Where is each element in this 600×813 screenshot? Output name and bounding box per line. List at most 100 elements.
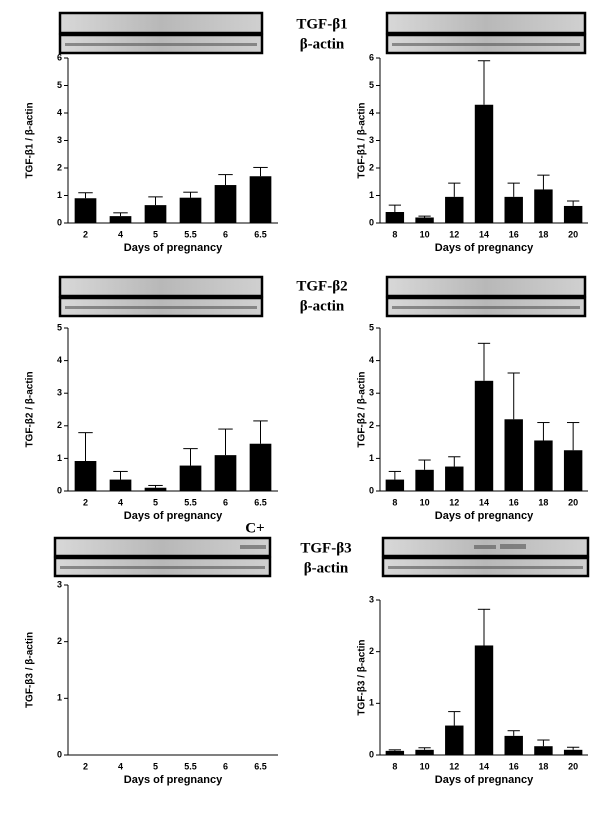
y-tick-label: 5 bbox=[369, 322, 374, 332]
y-tick-label: 0 bbox=[369, 749, 374, 759]
x-tick-label: 18 bbox=[538, 229, 548, 239]
bar bbox=[563, 450, 583, 491]
band bbox=[388, 566, 583, 569]
bar bbox=[504, 735, 523, 755]
y-tick-label: 2 bbox=[57, 420, 62, 430]
y-tick-label: 4 bbox=[369, 107, 374, 117]
x-tick-label: 14 bbox=[479, 761, 489, 771]
y-tick-label: 1 bbox=[57, 693, 62, 703]
x-tick-label: 5.5 bbox=[184, 229, 197, 239]
bar bbox=[179, 197, 202, 223]
x-tick-label: 10 bbox=[420, 761, 430, 771]
blot-label: β-actin bbox=[304, 560, 349, 576]
y-tick-label: 0 bbox=[57, 749, 62, 759]
y-tick-label: 6 bbox=[369, 52, 374, 62]
y-axis-label: TGF-β3 / β-actin bbox=[25, 632, 36, 708]
bar bbox=[214, 455, 237, 491]
x-tick-label: 16 bbox=[509, 229, 519, 239]
y-tick-label: 3 bbox=[369, 594, 374, 604]
y-tick-label: 1 bbox=[57, 453, 62, 463]
bar bbox=[504, 196, 523, 223]
x-axis-label: Days of pregnancy bbox=[124, 242, 223, 254]
band bbox=[65, 43, 257, 46]
bar bbox=[415, 217, 434, 223]
x-axis-label: Days of pregnancy bbox=[124, 774, 223, 786]
y-tick-label: 1 bbox=[369, 453, 374, 463]
y-tick-label: 3 bbox=[369, 135, 374, 145]
y-tick-label: 2 bbox=[369, 646, 374, 656]
bands bbox=[60, 43, 583, 569]
x-tick-label: 18 bbox=[538, 761, 548, 771]
x-tick-label: 2 bbox=[83, 497, 88, 507]
y-tick-label: 4 bbox=[57, 107, 62, 117]
band bbox=[240, 545, 266, 549]
y-tick-label: 4 bbox=[57, 355, 62, 365]
positive-control-label: C+ bbox=[245, 520, 264, 536]
bar bbox=[534, 440, 553, 491]
bar bbox=[385, 212, 405, 223]
blot-label: β-actin bbox=[300, 298, 345, 314]
y-axis-label: TGF-β3 / β-actin bbox=[357, 639, 368, 715]
bar bbox=[474, 645, 494, 755]
bar bbox=[445, 725, 464, 755]
bar bbox=[445, 466, 464, 491]
x-tick-label: 10 bbox=[420, 229, 430, 239]
x-tick-label: 6 bbox=[223, 761, 228, 771]
y-tick-label: 2 bbox=[57, 162, 62, 172]
blot bbox=[53, 536, 272, 558]
bar bbox=[474, 380, 494, 491]
x-axis-label: Days of pregnancy bbox=[435, 242, 534, 254]
bar bbox=[415, 749, 434, 755]
y-axis-label: TGF-β2 / β-actin bbox=[357, 371, 368, 447]
x-tick-label: 12 bbox=[449, 229, 459, 239]
y-tick-label: 1 bbox=[57, 190, 62, 200]
bar bbox=[534, 189, 553, 223]
bar bbox=[385, 750, 405, 755]
y-tick-label: 1 bbox=[369, 698, 374, 708]
band bbox=[392, 306, 580, 309]
bar bbox=[474, 104, 494, 223]
x-tick-label: 4 bbox=[118, 497, 123, 507]
bar bbox=[74, 461, 97, 491]
bar bbox=[179, 465, 202, 491]
x-tick-label: 8 bbox=[392, 761, 397, 771]
y-tick-label: 2 bbox=[57, 636, 62, 646]
x-tick-label: 6 bbox=[223, 229, 228, 239]
bar bbox=[144, 205, 167, 223]
x-tick-label: 10 bbox=[420, 497, 430, 507]
y-tick-label: 1 bbox=[369, 190, 374, 200]
x-tick-label: 12 bbox=[449, 497, 459, 507]
x-tick-label: 8 bbox=[392, 497, 397, 507]
y-tick-label: 2 bbox=[369, 420, 374, 430]
blot bbox=[58, 275, 264, 298]
x-tick-label: 2 bbox=[83, 761, 88, 771]
bar bbox=[109, 479, 132, 491]
blot-label: TGF-β3 bbox=[300, 540, 351, 556]
x-tick-label: 20 bbox=[568, 497, 578, 507]
y-tick-label: 5 bbox=[57, 80, 62, 90]
x-tick-label: 6.5 bbox=[254, 497, 267, 507]
y-axis-label: TGF-β1 / β-actin bbox=[25, 102, 36, 178]
bar bbox=[109, 216, 132, 223]
bar bbox=[415, 469, 434, 491]
x-tick-label: 20 bbox=[568, 761, 578, 771]
x-tick-label: 2 bbox=[83, 229, 88, 239]
bar bbox=[563, 749, 583, 755]
x-tick-label: 16 bbox=[509, 761, 519, 771]
bar bbox=[249, 176, 272, 223]
x-tick-label: 5.5 bbox=[184, 761, 197, 771]
bar bbox=[504, 419, 523, 491]
y-axis-label: TGF-β1 / β-actin bbox=[357, 102, 368, 178]
x-tick-label: 16 bbox=[509, 497, 519, 507]
bar bbox=[214, 185, 237, 223]
x-tick-label: 5.5 bbox=[184, 497, 197, 507]
y-tick-label: 3 bbox=[369, 388, 374, 398]
blots bbox=[53, 11, 590, 578]
y-tick-label: 0 bbox=[369, 217, 374, 227]
bar bbox=[249, 443, 272, 491]
x-tick-label: 6.5 bbox=[254, 761, 267, 771]
x-tick-label: 5 bbox=[153, 761, 158, 771]
x-tick-label: 20 bbox=[568, 229, 578, 239]
x-tick-label: 4 bbox=[118, 229, 123, 239]
blot-label: β-actin bbox=[300, 36, 345, 52]
